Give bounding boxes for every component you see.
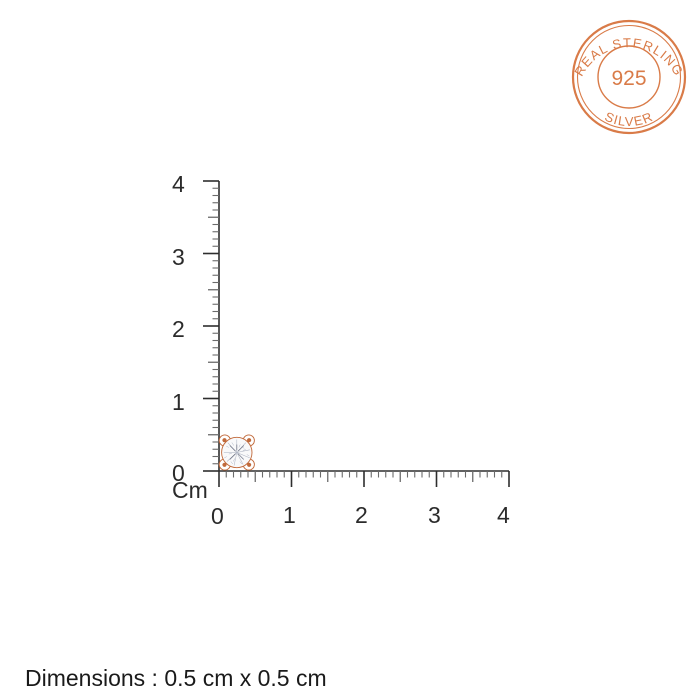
svg-text:925: 925 — [611, 67, 646, 90]
svg-text:SILVER: SILVER — [602, 109, 655, 129]
